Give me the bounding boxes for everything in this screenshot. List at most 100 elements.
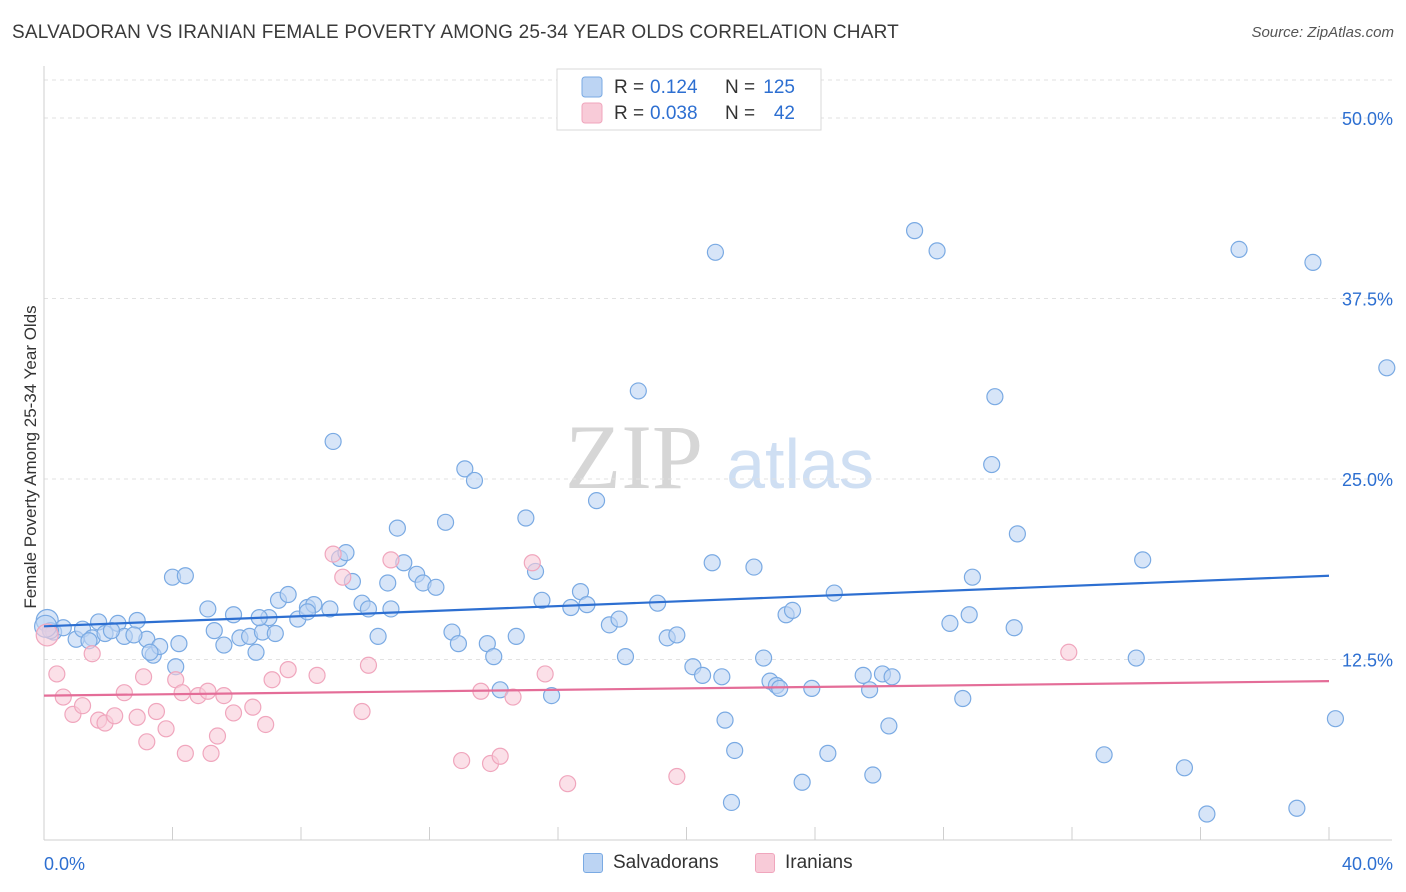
iranian-point	[453, 751, 471, 770]
iranian-point	[173, 684, 191, 702]
watermark-zip: ZIP	[565, 406, 703, 508]
iranian-point	[1060, 643, 1078, 661]
y-tick-label: 50.0%	[1342, 109, 1393, 129]
iranian-point	[215, 686, 233, 705]
salvadoran-point	[465, 471, 484, 490]
x-tick-labels: 0.0% 40.0%	[44, 854, 1393, 874]
salvadoran-point	[324, 432, 342, 451]
legend-n-label-0: N =	[725, 77, 755, 98]
salvadoran-point	[726, 741, 744, 760]
salvadoran-point	[507, 627, 525, 645]
salvadoran-point	[668, 626, 686, 644]
salvadoran-point	[825, 584, 843, 602]
salvadoran-point	[369, 627, 387, 645]
iranian-point	[308, 666, 326, 684]
salvadoran-point	[983, 455, 1001, 474]
axes	[43, 66, 1392, 841]
iranian-point	[334, 568, 352, 586]
salvadoran-point	[247, 643, 265, 661]
iranian-point	[263, 671, 281, 689]
correlation-legend: R = 0.124 N = 125 R = 0.038 N = 42	[556, 68, 822, 131]
iranian-point	[257, 715, 275, 734]
salvadoran-point	[1134, 551, 1152, 569]
iranian-point	[224, 704, 243, 722]
iranian-point	[353, 702, 371, 721]
salvadorans-points	[34, 222, 1396, 823]
legend-item-salvadorans[interactable]: Salvadorans	[583, 852, 719, 874]
salvadoran-point	[793, 773, 811, 791]
salvadoran-point	[1326, 710, 1345, 728]
iranian-point	[208, 727, 227, 745]
salvadoran-point	[1198, 805, 1216, 823]
salvadoran-point	[215, 636, 233, 654]
salvadoran-point	[1288, 799, 1306, 817]
salvadoran-point	[388, 519, 406, 537]
legend-swatch-salvadorans	[581, 76, 603, 98]
iranian-point	[244, 698, 262, 716]
x-tick-label-min: 0.0%	[44, 854, 85, 874]
salvadoran-point	[205, 622, 223, 640]
legend-r-value-0: 0.124	[650, 77, 698, 98]
salvadoran-point	[1378, 359, 1396, 377]
salvadoran-point	[1230, 240, 1248, 259]
iranian-point	[523, 554, 541, 572]
salvadoran-point	[170, 635, 188, 653]
y-tick-label: 12.5%	[1342, 651, 1393, 671]
salvadoran-point	[427, 578, 445, 596]
iranians-points	[35, 545, 1078, 793]
iranian-point	[48, 665, 66, 683]
salvadoran-point	[745, 558, 763, 576]
iranian-point	[382, 551, 400, 569]
legend-r-label-0: R =	[614, 77, 644, 98]
iranian-trend-line	[43, 680, 1330, 697]
iranian-point	[83, 645, 101, 663]
iranian-point	[359, 656, 378, 674]
salvadoran-point	[449, 635, 468, 653]
salvadoran-point	[783, 601, 802, 620]
salvadoran-point	[941, 614, 959, 633]
iranian-point	[35, 623, 59, 647]
iranian-point	[491, 747, 509, 765]
y-tick-label: 37.5%	[1342, 290, 1393, 310]
legend-r-label-1: R =	[614, 103, 644, 124]
salvadoran-point	[517, 509, 535, 527]
salvadoran-point	[754, 649, 773, 667]
y-tick-label: 25.0%	[1342, 470, 1393, 490]
iranian-point	[324, 545, 342, 563]
salvadoran-point	[1008, 525, 1026, 543]
salvadoran-point	[379, 574, 397, 592]
trend-lines	[43, 574, 1330, 697]
iranian-point	[202, 744, 220, 762]
salvadoran-point	[562, 598, 580, 617]
salvadoran-point	[298, 603, 317, 621]
iranian-point	[106, 707, 124, 725]
salvadoran-point	[1127, 649, 1145, 667]
salvadoran-point	[279, 585, 297, 604]
watermark-atlas: atlas	[726, 425, 874, 503]
iranian-point	[536, 665, 554, 683]
salvadoran-point	[382, 600, 400, 618]
watermark: ZIP atlas	[565, 406, 874, 508]
salvadoran-point	[436, 513, 455, 531]
salvadoran-point	[587, 492, 606, 510]
salvadoran-point	[986, 388, 1004, 406]
iranian-point	[176, 744, 194, 762]
iranian-point	[138, 733, 156, 751]
iranian-point	[504, 688, 522, 706]
salvadoran-point	[1175, 759, 1194, 777]
salvadoran-point	[963, 568, 982, 586]
source-label: Source: ZipAtlas.com	[1251, 24, 1394, 41]
iranian-point	[147, 702, 166, 721]
legend-label-iranians: Iranians	[785, 852, 853, 873]
salvadoran-point	[616, 648, 635, 666]
salvadoran-point	[861, 681, 879, 699]
salvadoran-point	[880, 717, 898, 735]
iranian-point	[279, 661, 297, 679]
salvadoran-point	[722, 793, 741, 812]
salvadoran-point	[542, 686, 561, 705]
salvadoran-point	[693, 666, 712, 684]
legend-n-value-1: 42	[774, 103, 795, 124]
legend-item-iranians[interactable]: Iranians	[755, 852, 853, 874]
chart-title: SALVADORAN VS IRANIAN FEMALE POVERTY AMO…	[12, 22, 899, 43]
